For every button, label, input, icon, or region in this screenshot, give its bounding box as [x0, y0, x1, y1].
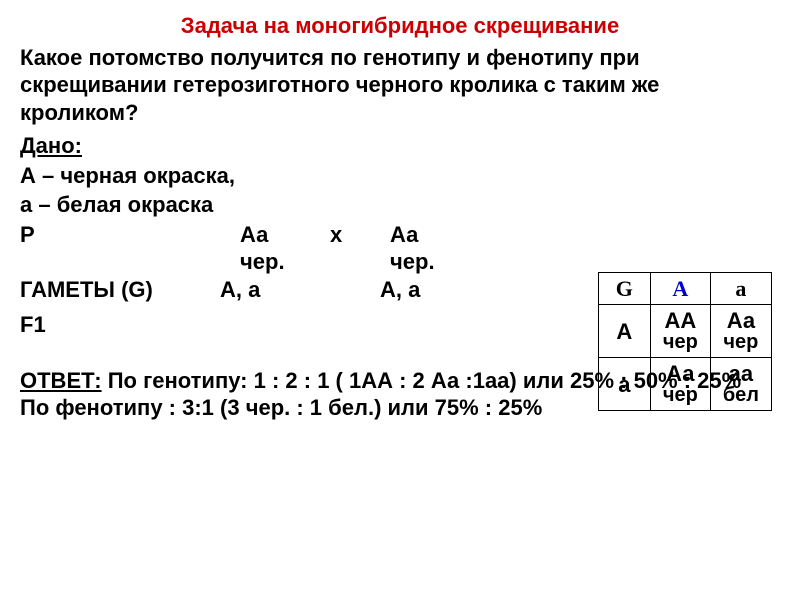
punnett-cell-Aa: Аа чер	[710, 305, 771, 358]
page-title: Задача на моногибридное скрещивание	[20, 12, 780, 40]
answer-label: ОТВЕТ:	[20, 368, 102, 393]
parent1-genotype: Аа	[240, 221, 330, 249]
parent1-phenotype: чер.	[240, 248, 390, 276]
parent2-phenotype: чер.	[390, 248, 435, 276]
punnett-row-A: А	[598, 305, 650, 358]
punnett-square: G A a А АА чер Аа чер а Аа чер аа бел	[598, 272, 772, 411]
parent-label: Р	[20, 221, 240, 249]
gametes1: А, а	[220, 276, 380, 304]
punnett-cell-AA: АА чер	[650, 305, 710, 358]
parent2-genotype: Аа	[390, 221, 470, 249]
punnett-cell-aa: аа бел	[710, 358, 771, 411]
given-allele-recessive: а – белая окраска	[20, 191, 780, 219]
given-label: Дано:	[20, 132, 780, 160]
question-text: Какое потомство получится по генотипу и …	[20, 44, 780, 127]
parent-cross-row: Р Аа х Аа	[20, 221, 780, 249]
punnett-row-a: а	[598, 358, 650, 411]
punnett-col-a: a	[710, 273, 771, 305]
punnett-g-label: G	[598, 273, 650, 305]
gametes2: А, а	[380, 276, 420, 304]
given-allele-dominant: А – черная окраска,	[20, 162, 780, 190]
cross-symbol: х	[330, 221, 390, 249]
punnett-col-A: A	[650, 273, 710, 305]
punnett-cell-aA: Аа чер	[650, 358, 710, 411]
gametes-label: ГАМЕТЫ (G)	[20, 276, 220, 304]
